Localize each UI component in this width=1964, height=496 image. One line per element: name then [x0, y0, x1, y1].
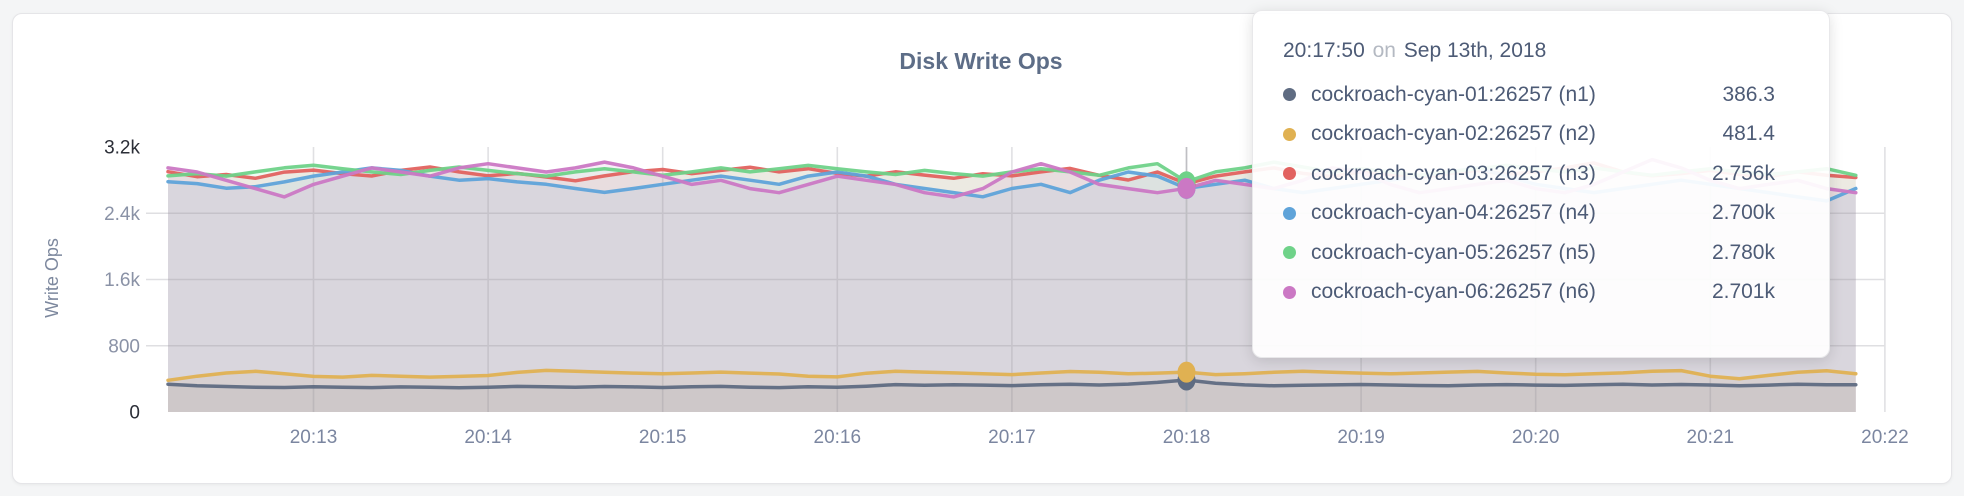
y-tick-label: 1.6k — [104, 270, 140, 291]
tooltip-rows: cockroach-cyan-01:26257 (n1) 386.3 cockroa… — [1283, 75, 1775, 312]
tooltip-date: Sep 13th, 2018 — [1403, 39, 1547, 62]
y-tick-label: 0 — [129, 403, 140, 424]
tooltip-connector: on — [1372, 39, 1396, 62]
series-color-dot — [1283, 127, 1296, 141]
series-name: cockroach-cyan-02:26257 (n2) — [1311, 122, 1596, 146]
x-tick-label: 20:15 — [639, 427, 687, 448]
tooltip-row: cockroach-cyan-02:26257 (n2) 481.4 — [1283, 115, 1775, 155]
tooltip-time: 20:17:50 — [1283, 39, 1365, 62]
x-tick-label: 20:17 — [988, 427, 1036, 448]
series-color-dot — [1283, 88, 1296, 102]
x-tick-label: 20:20 — [1512, 427, 1560, 448]
series-area-2 — [168, 370, 1856, 412]
y-tick-label: 2.4k — [104, 204, 140, 225]
hover-dot-2 — [1177, 361, 1196, 383]
y-tick-label: 3.2k — [104, 138, 140, 159]
tooltip-header: 20:17:50 on Sep 13th, 2018 — [1283, 35, 1775, 67]
series-value: 481.4 — [1722, 122, 1775, 146]
tooltip-row: cockroach-cyan-03:26257 (n3) 2.756k — [1283, 154, 1775, 194]
series-name: cockroach-cyan-06:26257 (n6) — [1311, 280, 1596, 304]
series-name: cockroach-cyan-04:26257 (n4) — [1311, 201, 1596, 225]
y-tick-label: 800 — [108, 336, 140, 357]
series-color-dot — [1283, 206, 1296, 220]
series-color-dot — [1283, 285, 1296, 299]
series-name: cockroach-cyan-01:26257 (n1) — [1311, 82, 1596, 106]
series-value: 386.3 — [1722, 82, 1775, 106]
tooltip-row: cockroach-cyan-06:26257 (n6) 2.701k — [1283, 273, 1775, 313]
series-name: cockroach-cyan-03:26257 (n3) — [1311, 161, 1596, 185]
y-axis-label: Write Ops — [42, 238, 62, 318]
x-tick-label: 20:19 — [1337, 427, 1385, 448]
series-color-dot — [1283, 246, 1296, 260]
chart-tooltip: 20:17:50 on Sep 13th, 2018 cockroach-cya… — [1252, 10, 1830, 358]
series-name: cockroach-cyan-05:26257 (n5) — [1311, 240, 1596, 264]
hover-dot-6 — [1177, 177, 1196, 199]
x-tick-label: 20:14 — [464, 427, 512, 448]
series-line-1 — [166, 378, 1858, 390]
x-tick-label: 20:13 — [290, 427, 338, 448]
series-value: 2.756k — [1711, 161, 1775, 185]
tooltip-row: cockroach-cyan-01:26257 (n1) 386.3 — [1283, 75, 1775, 115]
series-value: 2.780k — [1711, 240, 1775, 264]
x-tick-label: 20:21 — [1687, 427, 1735, 448]
x-tick-label: 20:16 — [814, 427, 862, 448]
tooltip-row: cockroach-cyan-04:26257 (n4) 2.700k — [1283, 194, 1775, 234]
x-tick-label: 20:22 — [1861, 427, 1909, 448]
x-tick-label: 20:18 — [1163, 427, 1211, 448]
series-value: 2.701k — [1711, 280, 1775, 304]
series-line-2 — [166, 368, 1858, 383]
series-value: 2.700k — [1711, 201, 1775, 225]
tooltip-row: cockroach-cyan-05:26257 (n5) 2.780k — [1283, 233, 1775, 273]
series-color-dot — [1283, 167, 1296, 181]
